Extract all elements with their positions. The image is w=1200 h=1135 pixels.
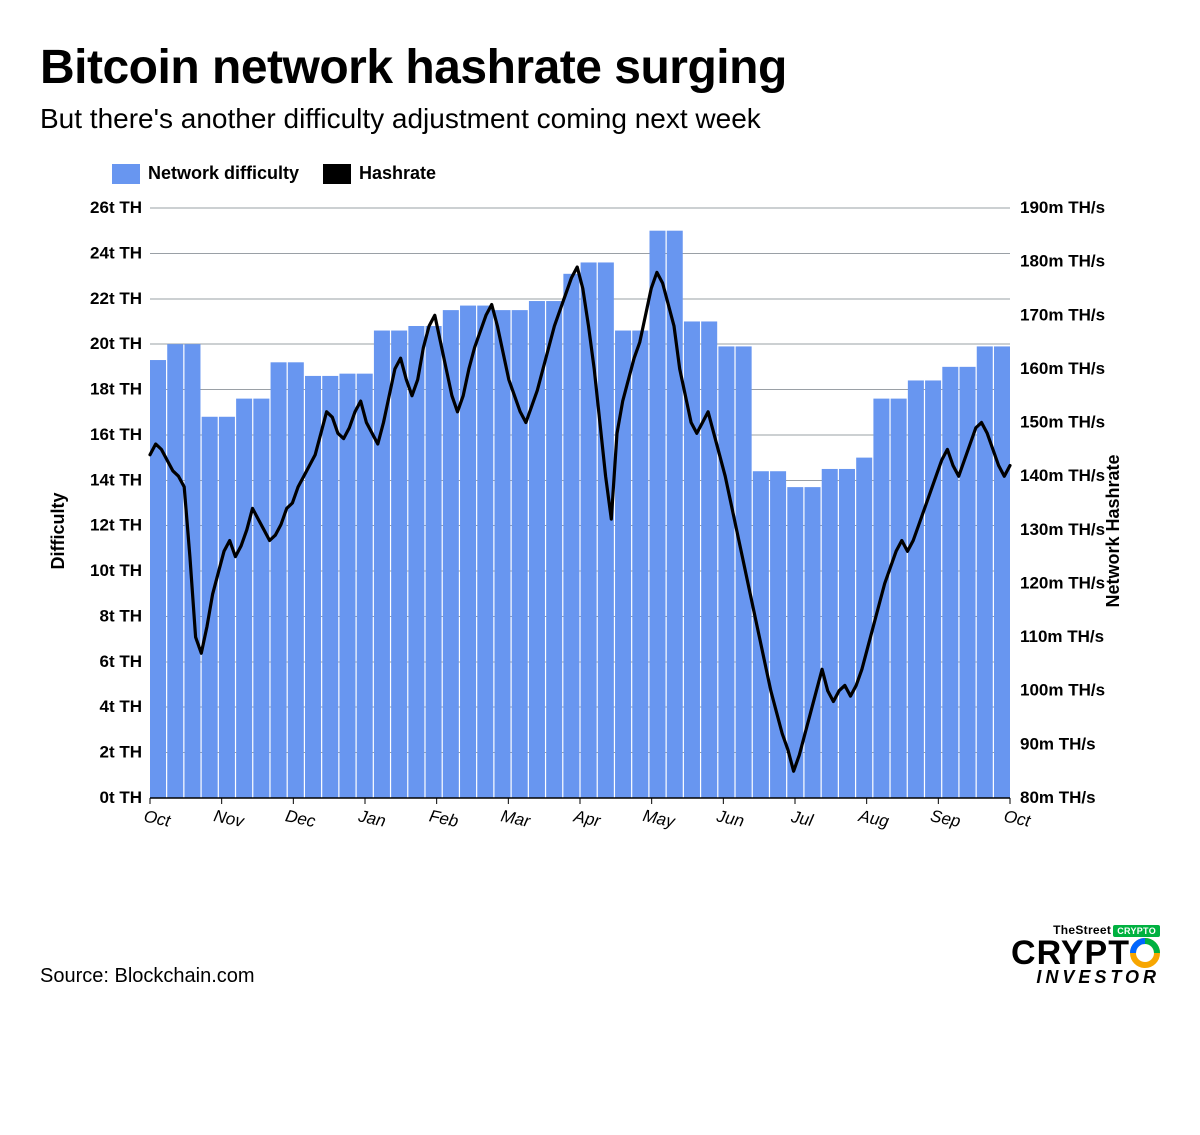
y-axis-left-label: Difficulty — [48, 492, 69, 569]
svg-text:22t TH: 22t TH — [90, 289, 142, 308]
svg-text:10t TH: 10t TH — [90, 561, 142, 580]
svg-text:20t TH: 20t TH — [90, 334, 142, 353]
svg-text:150m TH/s: 150m TH/s — [1020, 413, 1105, 432]
chart-title: Bitcoin network hashrate surging — [40, 40, 1160, 95]
legend-label-hashrate: Hashrate — [359, 163, 436, 184]
svg-text:120m TH/s: 120m TH/s — [1020, 573, 1105, 592]
legend-label-difficulty: Network difficulty — [148, 163, 299, 184]
svg-text:4t TH: 4t TH — [100, 697, 143, 716]
legend-swatch-hashrate — [323, 164, 351, 184]
svg-text:12t TH: 12t TH — [90, 516, 142, 535]
svg-text:26t TH: 26t TH — [90, 198, 142, 217]
brand-logo: TheStreetCRYPTO CRYPT INVESTOR — [1011, 923, 1160, 988]
svg-text:130m TH/s: 130m TH/s — [1020, 520, 1105, 539]
brand-o-icon — [1130, 938, 1160, 968]
brand-main: CRYPT — [1011, 934, 1130, 972]
svg-text:0t TH: 0t TH — [100, 788, 143, 807]
svg-text:Oct: Oct — [142, 807, 173, 831]
svg-text:Sep: Sep — [929, 806, 963, 831]
y-axis-right-label: Network Hashrate — [1103, 454, 1124, 607]
svg-text:Aug: Aug — [856, 806, 891, 831]
svg-text:Mar: Mar — [499, 806, 533, 831]
svg-text:140m TH/s: 140m TH/s — [1020, 466, 1105, 485]
svg-text:80m TH/s: 80m TH/s — [1020, 788, 1096, 807]
source-text: Source: Blockchain.com — [40, 965, 255, 988]
svg-text:14t TH: 14t TH — [90, 470, 142, 489]
chart-area: Difficulty Network Hashrate 0t TH 2t TH 4t… — [50, 198, 1150, 863]
svg-text:Jul: Jul — [789, 807, 816, 831]
legend-item-hashrate: Hashrate — [323, 163, 436, 184]
svg-text:160m TH/s: 160m TH/s — [1020, 359, 1105, 378]
svg-text:170m TH/s: 170m TH/s — [1020, 305, 1105, 324]
legend: Network difficulty Hashrate — [112, 163, 1160, 184]
svg-text:100m TH/s: 100m TH/s — [1020, 681, 1105, 700]
legend-swatch-difficulty — [112, 164, 140, 184]
svg-text:6t TH: 6t TH — [100, 652, 143, 671]
svg-text:2t TH: 2t TH — [100, 743, 143, 762]
svg-text:24t TH: 24t TH — [90, 243, 142, 262]
svg-text:190m TH/s: 190m TH/s — [1020, 198, 1105, 217]
svg-text:Jun: Jun — [714, 806, 746, 830]
svg-text:18t TH: 18t TH — [90, 380, 142, 399]
svg-text:Nov: Nov — [212, 806, 247, 831]
svg-text:Feb: Feb — [428, 806, 461, 831]
svg-text:May: May — [641, 806, 678, 832]
chart-subtitle: But there's another difficulty adjustmen… — [40, 103, 1160, 135]
legend-item-difficulty: Network difficulty — [112, 163, 299, 184]
svg-text:Dec: Dec — [284, 806, 318, 831]
svg-text:Jan: Jan — [356, 806, 388, 830]
svg-text:16t TH: 16t TH — [90, 425, 142, 444]
svg-text:Oct: Oct — [1002, 807, 1033, 831]
svg-text:110m TH/s: 110m TH/s — [1020, 627, 1104, 646]
svg-text:180m TH/s: 180m TH/s — [1020, 252, 1105, 271]
svg-text:Apr: Apr — [571, 806, 603, 831]
chart-svg: 0t TH 2t TH 4t TH 6t TH 8t TH 10t TH 12t TH 14t… — [50, 198, 1150, 858]
svg-text:90m TH/s: 90m TH/s — [1020, 734, 1096, 753]
svg-text:8t TH: 8t TH — [100, 606, 143, 625]
